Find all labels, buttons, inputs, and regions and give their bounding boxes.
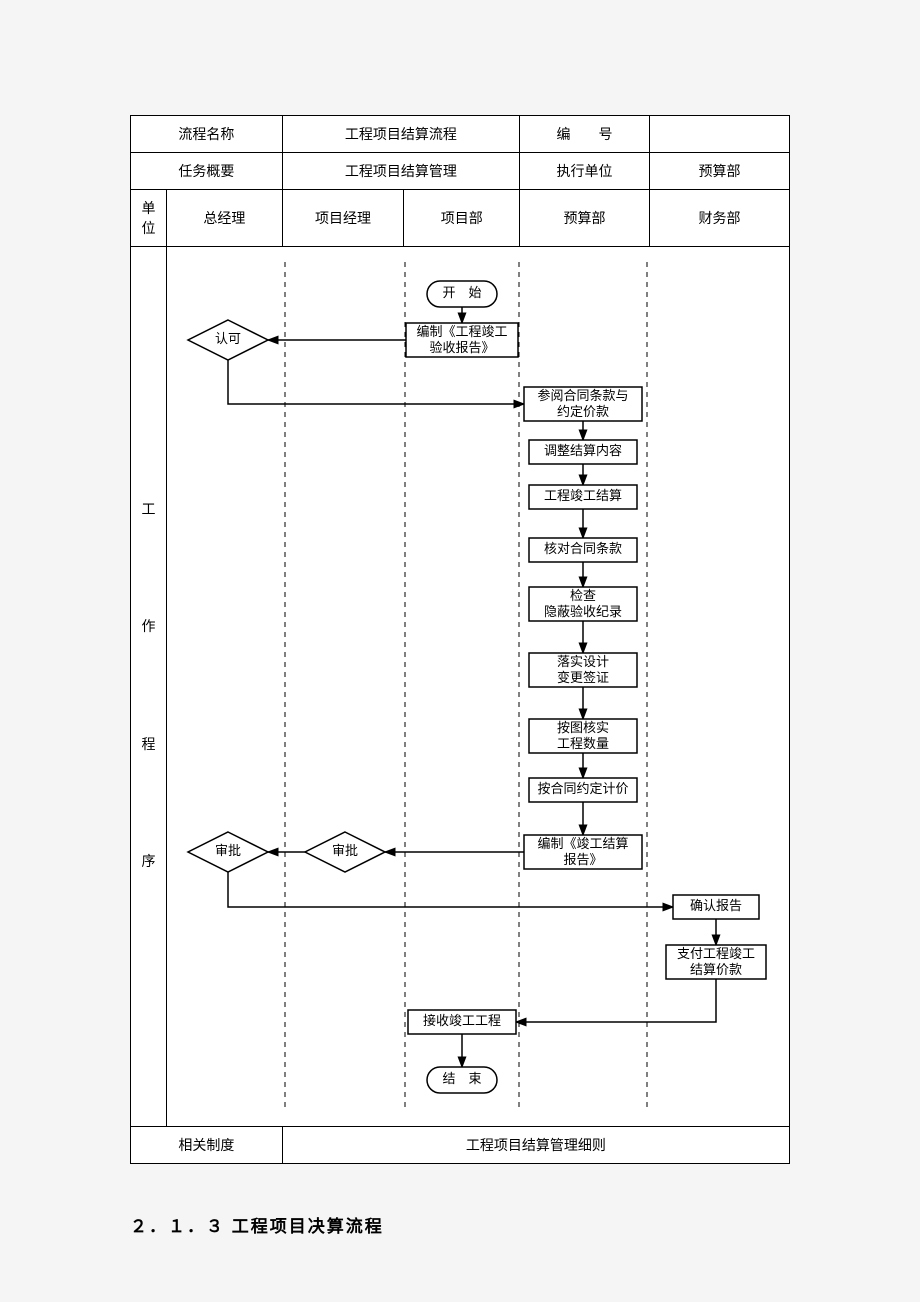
- svg-text:检查: 检查: [570, 587, 596, 602]
- swim-5: 财务部: [649, 190, 789, 247]
- svg-text:结算价款: 结算价款: [690, 961, 742, 976]
- hdr-process-name-label: 流程名称: [131, 116, 283, 153]
- svg-text:落实设计: 落实设计: [557, 653, 609, 668]
- vertical-label: 工作程序: [131, 247, 167, 1127]
- svg-text:编制《竣工结算: 编制《竣工结算: [537, 835, 628, 850]
- header-row-1: 流程名称 工程项目结算流程 编 号: [131, 116, 790, 153]
- swim-1: 总经理: [167, 190, 283, 247]
- svg-text:报告》: 报告》: [563, 851, 602, 866]
- svg-text:变更签证: 变更签证: [557, 669, 609, 684]
- flowchart-svg: 开 始编制《工程竣工验收报告》 认可参阅合同条款与约定价款调整结算内容工程竣工结算…: [171, 262, 785, 1112]
- svg-text:开 始: 开 始: [442, 284, 481, 299]
- hdr-process-name-value: 工程项目结算流程: [282, 116, 519, 153]
- page: 流程名称 工程项目结算流程 编 号 任务概要 工程项目结算管理 执行单位 预算部…: [0, 0, 920, 1302]
- swim-4: 预算部: [520, 190, 650, 247]
- section-title: ２．１．３ 工程项目决算流程: [130, 1212, 790, 1237]
- swim-0: 单位: [131, 190, 167, 247]
- svg-text:审批: 审批: [332, 842, 358, 857]
- svg-text:确认报告: 确认报告: [690, 897, 742, 912]
- hdr-number-value: [649, 116, 789, 153]
- hdr-number-label: 编 号: [520, 116, 650, 153]
- svg-text:验收报告》: 验收报告》: [429, 339, 494, 354]
- svg-text:按合同约定计价: 按合同约定计价: [537, 780, 628, 795]
- svg-text:隐蔽验收纪录: 隐蔽验收纪录: [544, 603, 622, 618]
- svg-text:调整结算内容: 调整结算内容: [544, 442, 622, 457]
- svg-text:审批: 审批: [215, 842, 241, 857]
- svg-text:认可: 认可: [215, 330, 241, 345]
- svg-text:支付工程竣工: 支付工程竣工: [677, 945, 755, 960]
- footer-value: 工程项目结算管理细则: [282, 1127, 789, 1164]
- svg-text:结 束: 结 束: [442, 1070, 481, 1085]
- flowchart-cell: 开 始编制《工程竣工验收报告》 认可参阅合同条款与约定价款调整结算内容工程竣工结算…: [167, 247, 790, 1127]
- flowchart-table: 流程名称 工程项目结算流程 编 号 任务概要 工程项目结算管理 执行单位 预算部…: [130, 115, 790, 1164]
- svg-text:编制《工程竣工: 编制《工程竣工: [416, 323, 507, 338]
- svg-text:核对合同条款: 核对合同条款: [544, 540, 622, 555]
- svg-text:约定价款: 约定价款: [557, 403, 609, 418]
- swimlane-header: 单位 总经理 项目经理 项目部 预算部 财务部: [131, 190, 790, 247]
- footer-row: 相关制度 工程项目结算管理细则: [131, 1127, 790, 1164]
- swim-2: 项目经理: [282, 190, 404, 247]
- hdr-exec-unit-value: 预算部: [649, 153, 789, 190]
- svg-text:工程数量: 工程数量: [557, 735, 609, 750]
- hdr-task-value: 工程项目结算管理: [282, 153, 519, 190]
- header-row-2: 任务概要 工程项目结算管理 执行单位 预算部: [131, 153, 790, 190]
- svg-text:工程竣工结算: 工程竣工结算: [544, 487, 622, 502]
- flow-row: 工作程序 开 始编制《工程竣工验收报告》 认可参阅合同条款与约定价款调整结算内容工…: [131, 247, 790, 1127]
- hdr-task-label: 任务概要: [131, 153, 283, 190]
- svg-text:按图核实: 按图核实: [557, 719, 609, 734]
- swim-3: 项目部: [404, 190, 520, 247]
- footer-label: 相关制度: [131, 1127, 283, 1164]
- svg-text:接收竣工工程: 接收竣工工程: [423, 1012, 501, 1027]
- hdr-exec-unit-label: 执行单位: [520, 153, 650, 190]
- svg-text:参阅合同条款与: 参阅合同条款与: [537, 387, 628, 402]
